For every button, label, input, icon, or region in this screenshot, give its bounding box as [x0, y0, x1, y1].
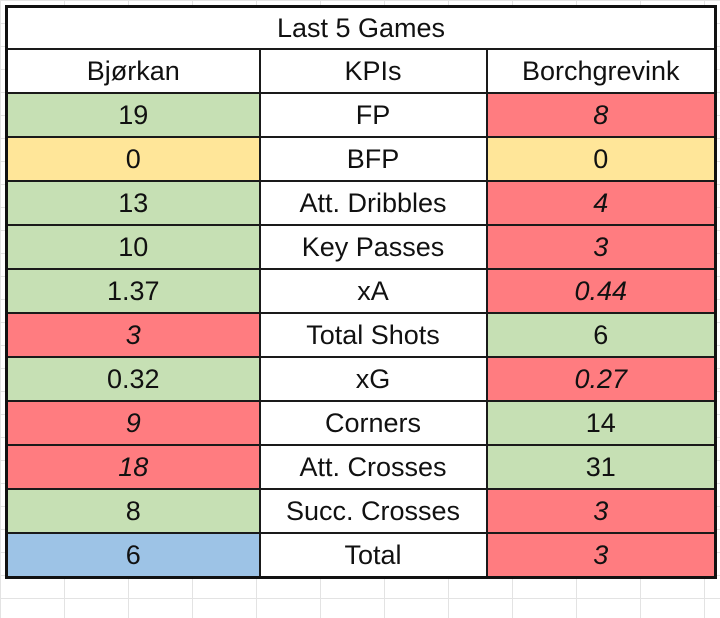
left-value-cell[interactable]: 0	[5, 136, 261, 182]
table-row: 1.37 xA 0.44	[5, 268, 717, 314]
left-value-cell[interactable]: 3	[5, 312, 261, 358]
left-value-cell[interactable]: 8	[5, 488, 261, 534]
kpi-comparison-table: Last 5 Games Bjørkan KPIs Borchgrevink 1…	[5, 5, 718, 579]
header-player-left[interactable]: Bjørkan	[5, 48, 261, 94]
title-row: Last 5 Games	[5, 5, 717, 50]
kpi-name-cell[interactable]: Att. Dribbles	[258, 180, 488, 226]
table-row: 3 Total Shots 6	[5, 312, 717, 358]
left-value-cell[interactable]: 13	[5, 180, 261, 226]
table-row: 0.32 xG 0.27	[5, 356, 717, 402]
right-total-cell[interactable]: 3	[485, 532, 717, 579]
table-row: 9 Corners 14	[5, 400, 717, 446]
left-total-cell[interactable]: 6	[5, 532, 261, 579]
left-value-cell[interactable]: 9	[5, 400, 261, 446]
left-value-cell[interactable]: 1.37	[5, 268, 261, 314]
left-value-cell[interactable]: 10	[5, 224, 261, 270]
kpi-name-cell[interactable]: xA	[258, 268, 488, 314]
header-kpis[interactable]: KPIs	[258, 48, 488, 94]
left-value-cell[interactable]: 18	[5, 444, 261, 490]
table-row: 13 Att. Dribbles 4	[5, 180, 717, 226]
kpi-name-cell[interactable]: Key Passes	[258, 224, 488, 270]
kpi-name-cell[interactable]: xG	[258, 356, 488, 402]
kpi-name-cell[interactable]: FP	[258, 92, 488, 138]
right-value-cell[interactable]: 14	[485, 400, 717, 446]
right-value-cell[interactable]: 8	[485, 92, 717, 138]
table-row: 19 FP 8	[5, 92, 717, 138]
table-row: 18 Att. Crosses 31	[5, 444, 717, 490]
header-player-right[interactable]: Borchgrevink	[485, 48, 717, 94]
kpi-name-cell[interactable]: BFP	[258, 136, 488, 182]
right-value-cell[interactable]: 0	[485, 136, 717, 182]
right-value-cell[interactable]: 0.27	[485, 356, 717, 402]
right-value-cell[interactable]: 3	[485, 488, 717, 534]
total-label-cell[interactable]: Total	[258, 532, 488, 579]
left-value-cell[interactable]: 19	[5, 92, 261, 138]
right-value-cell[interactable]: 6	[485, 312, 717, 358]
table-row: 10 Key Passes 3	[5, 224, 717, 270]
right-value-cell[interactable]: 0.44	[485, 268, 717, 314]
kpi-name-cell[interactable]: Corners	[258, 400, 488, 446]
table-row: 0 BFP 0	[5, 136, 717, 182]
right-value-cell[interactable]: 3	[485, 224, 717, 270]
total-row: 6 Total 3	[5, 532, 717, 579]
kpi-name-cell[interactable]: Succ. Crosses	[258, 488, 488, 534]
kpi-name-cell[interactable]: Total Shots	[258, 312, 488, 358]
right-value-cell[interactable]: 31	[485, 444, 717, 490]
left-value-cell[interactable]: 0.32	[5, 356, 261, 402]
kpi-rows: 19 FP 8 0 BFP 0 13 Att. Dribbles 4 10 Ke…	[5, 92, 717, 579]
right-value-cell[interactable]: 4	[485, 180, 717, 226]
table-title[interactable]: Last 5 Games	[5, 5, 717, 50]
header-row: Bjørkan KPIs Borchgrevink	[5, 48, 717, 94]
table-row: 8 Succ. Crosses 3	[5, 488, 717, 534]
kpi-name-cell[interactable]: Att. Crosses	[258, 444, 488, 490]
